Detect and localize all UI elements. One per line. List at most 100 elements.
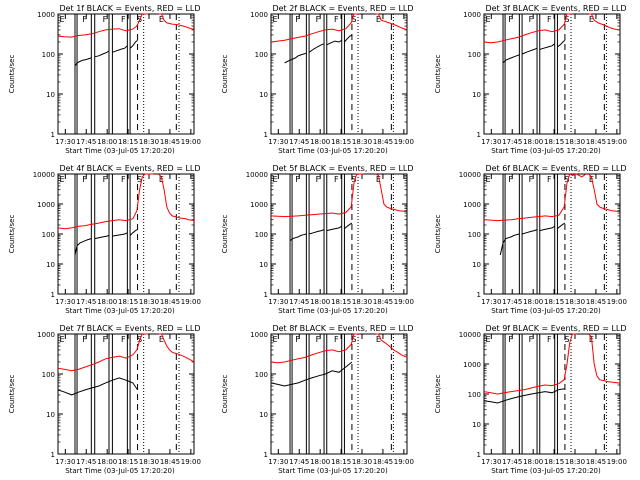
x-tick-label: 19:00 xyxy=(181,298,201,306)
chart-title: Det 6f BLACK = Events, RED = LLD xyxy=(485,164,626,173)
x-tick-label: 18:15 xyxy=(331,138,351,146)
chart-title: Det 8f BLACK = Events, RED = LLD xyxy=(272,324,413,333)
y-tick-label: 1000 xyxy=(463,11,481,19)
y-tick-label: 10000 xyxy=(459,331,481,339)
event-marker-letter: F xyxy=(316,335,321,344)
x-tick-label: 18:45 xyxy=(160,458,180,466)
chart-panel-4: Det 4f BLACK = Events, RED = LLD Counts/s… xyxy=(8,164,201,315)
y-tick-label: 1000 xyxy=(37,11,55,19)
event-marker-letter: E xyxy=(159,335,164,344)
events-series-line xyxy=(502,54,520,64)
x-tick-label: 17:30 xyxy=(481,298,501,306)
x-tick-label: 19:00 xyxy=(394,298,414,306)
plot-frame xyxy=(270,333,408,455)
x-tick-label: 18:15 xyxy=(544,458,564,466)
events-series-line xyxy=(308,229,325,235)
event-marker-letter: S xyxy=(564,15,569,24)
event-marker-letter: F xyxy=(295,175,300,184)
event-marker-letter: F xyxy=(529,175,534,184)
events-series-line xyxy=(289,233,307,242)
x-tick-label: 17:45 xyxy=(502,298,522,306)
chart-title: Det 2f BLACK = Events, RED = LLD xyxy=(272,4,413,13)
y-tick-label: 10 xyxy=(472,91,481,99)
lld-series-line xyxy=(158,13,195,30)
event-marker-letter: F xyxy=(121,335,126,344)
x-axis-label: Start Time (03-Jul-05 17:20:20) xyxy=(278,307,388,315)
x-tick-label: 17:45 xyxy=(502,458,522,466)
x-tick-label: 18:45 xyxy=(586,458,606,466)
event-marker-letter: F xyxy=(82,335,87,344)
x-tick-label: 19:00 xyxy=(394,138,414,146)
event-marker-letter: F xyxy=(334,175,339,184)
x-tick-label: 18:45 xyxy=(373,138,393,146)
events-series-line xyxy=(94,234,110,240)
event-marker-letter: F xyxy=(82,15,87,24)
x-tick-label: 18:00 xyxy=(97,458,117,466)
x-tick-label: 18:30 xyxy=(139,458,159,466)
event-marker-letter: F xyxy=(295,15,300,24)
x-axis-label: Start Time (03-Jul-05 17:20:20) xyxy=(491,307,601,315)
event-marker-letter: F xyxy=(121,175,126,184)
y-tick-label: 1 xyxy=(477,291,481,299)
event-marker-letter: F xyxy=(529,335,534,344)
events-series-line xyxy=(112,232,128,237)
lld-series-line xyxy=(483,333,577,395)
event-marker-letter: E xyxy=(60,175,65,184)
lld-series-line xyxy=(57,13,148,38)
y-tick-label: 1000 xyxy=(250,331,268,339)
event-marker-letter: F xyxy=(547,335,552,344)
x-tick-label: 19:00 xyxy=(181,458,201,466)
chart-title: Det 1f BLACK = Events, RED = LLD xyxy=(59,4,200,13)
x-tick-label: 17:30 xyxy=(55,298,75,306)
event-marker-letter: F xyxy=(508,15,513,24)
x-tick-label: 18:30 xyxy=(352,298,372,306)
x-tick-label: 18:30 xyxy=(565,298,585,306)
x-tick-label: 17:30 xyxy=(268,138,288,146)
x-tick-label: 18:30 xyxy=(565,138,585,146)
x-tick-label: 18:00 xyxy=(97,138,117,146)
event-marker-letter: E xyxy=(376,335,381,344)
y-tick-label: 10 xyxy=(46,261,55,269)
y-tick-label: 1000 xyxy=(250,11,268,19)
x-tick-label: 18:15 xyxy=(544,298,564,306)
event-marker-letter: E xyxy=(589,175,594,184)
events-series-line xyxy=(539,43,555,50)
event-marker-letter: E xyxy=(589,15,594,24)
plot-frame xyxy=(57,13,195,135)
lld-series-line xyxy=(588,13,621,31)
y-tick-label: 100 xyxy=(255,371,268,379)
x-tick-label: 19:00 xyxy=(607,138,627,146)
x-tick-label: 17:45 xyxy=(289,458,309,466)
chart-panel-9: Det 9f BLACK = Events, RED = LLD Counts/s… xyxy=(434,324,627,475)
y-tick-label: 100 xyxy=(468,231,481,239)
event-marker-letter: F xyxy=(316,175,321,184)
y-tick-label: 1000 xyxy=(250,201,268,209)
x-axis-label: Start Time (03-Jul-05 17:20:20) xyxy=(491,147,601,155)
lld-series-line xyxy=(270,13,360,43)
x-tick-label: 18:45 xyxy=(373,458,393,466)
x-tick-label: 17:30 xyxy=(481,138,501,146)
y-tick-label: 100 xyxy=(42,51,55,59)
y-tick-label: 10 xyxy=(259,261,268,269)
events-series-line xyxy=(270,361,353,387)
lld-series-line xyxy=(375,173,408,213)
y-axis-label: Counts/sec xyxy=(434,375,442,414)
x-tick-label: 17:45 xyxy=(76,298,96,306)
chart-title: Det 7f BLACK = Events, RED = LLD xyxy=(59,324,200,333)
events-series-line xyxy=(308,43,325,53)
event-marker-letter: F xyxy=(316,15,321,24)
x-axis-label: Start Time (03-Jul-05 17:20:20) xyxy=(491,467,601,475)
y-axis-label: Counts/sec xyxy=(434,215,442,254)
event-marker-letter: E xyxy=(159,175,164,184)
x-tick-label: 17:30 xyxy=(481,458,501,466)
x-tick-label: 18:45 xyxy=(160,138,180,146)
events-series-line xyxy=(557,222,566,230)
event-marker-letter: E xyxy=(376,175,381,184)
x-tick-label: 18:15 xyxy=(331,298,351,306)
x-tick-label: 18:15 xyxy=(118,138,138,146)
event-marker-letter: E xyxy=(273,335,278,344)
x-tick-label: 17:45 xyxy=(289,298,309,306)
y-axis-label: Counts/sec xyxy=(221,55,229,94)
x-tick-label: 18:45 xyxy=(373,298,393,306)
